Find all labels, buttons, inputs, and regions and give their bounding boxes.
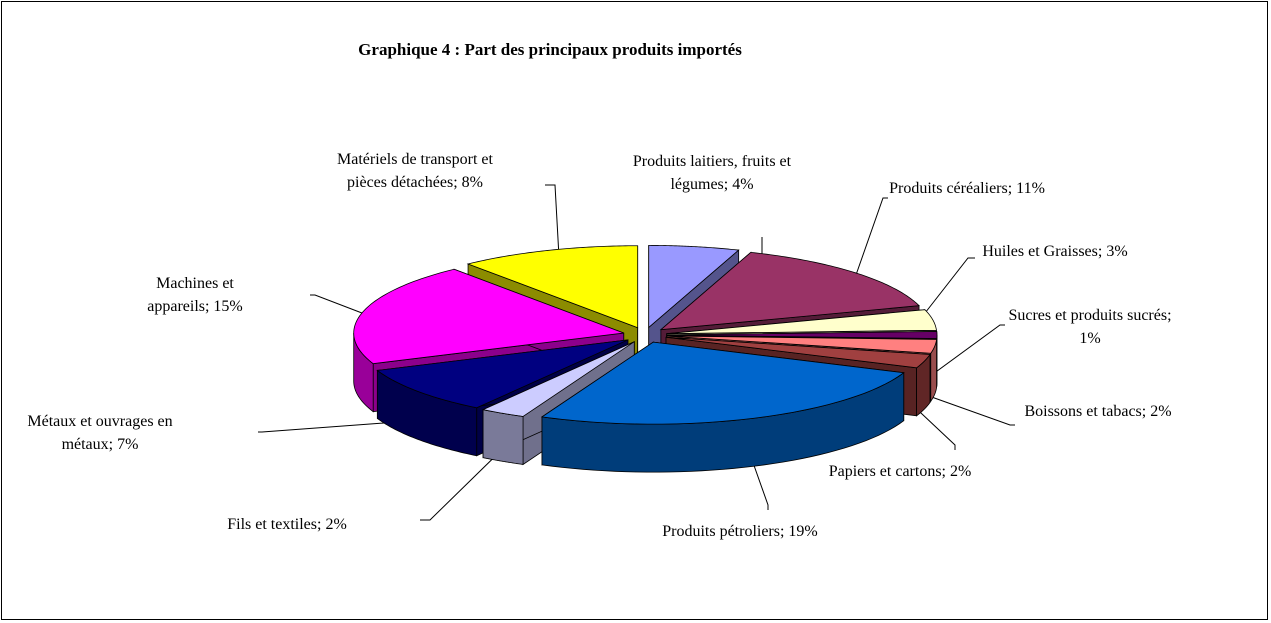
leader-line (917, 257, 975, 323)
data-label: Boissons et tabacs; 2% (1024, 403, 1172, 420)
leader-line (420, 431, 521, 521)
data-label: Métaux et ouvrages en métaux; 7% (27, 413, 173, 453)
data-label: Huiles et Graisses; 3% (982, 243, 1128, 260)
data-label: Papiers et cartons; 2% (828, 463, 972, 480)
data-label: Produits laitiers, fruits et légumes; 4% (632, 153, 792, 193)
slice-top (648, 245, 740, 329)
data-label: Produits céréaliers; 11% (889, 180, 1045, 197)
leader-line (917, 324, 1005, 386)
data-label: Fils et textiles; 2% (227, 516, 347, 533)
data-label: Matériels de transport et pièces détaché… (337, 151, 493, 191)
leader-line (849, 197, 888, 293)
data-label: Produits pétroliers; 19% (662, 523, 818, 540)
leader-line (310, 294, 376, 319)
slice-top (659, 251, 920, 331)
slice-top (666, 335, 938, 354)
slice-top (376, 339, 629, 409)
slice-top (665, 336, 931, 369)
slice-top (666, 309, 937, 335)
data-label: Machines et appareils; 15% (147, 275, 243, 315)
leader-line (258, 419, 426, 433)
leader-line (911, 389, 1015, 426)
slice (540, 341, 905, 473)
slice-top (466, 245, 639, 329)
slice-top (481, 341, 635, 417)
slice-top (353, 268, 624, 365)
chart-title: Graphique 4 : Part des principaux produi… (358, 40, 742, 59)
leader-line (904, 397, 956, 450)
slice-top (540, 341, 905, 425)
slice-top (666, 331, 938, 339)
slice-wall (482, 409, 524, 465)
data-label: Sucres et produits sucrés; 1% (1008, 307, 1172, 347)
leader-line (545, 184, 561, 276)
